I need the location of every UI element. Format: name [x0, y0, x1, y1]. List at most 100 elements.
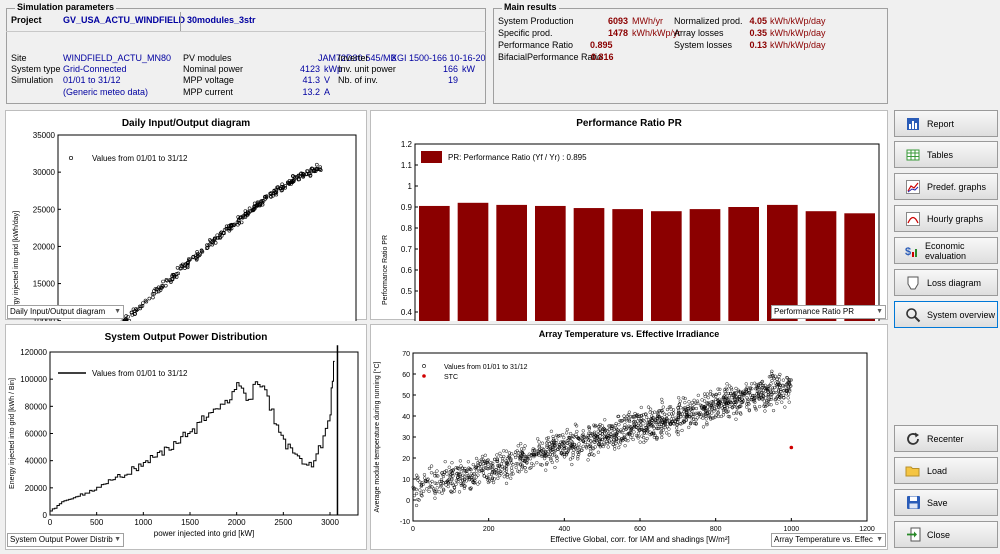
data-point [591, 433, 595, 437]
save-button[interactable]: Save [894, 489, 998, 516]
data-point [195, 256, 199, 261]
predef-graphs-button[interactable]: Predef. graphs [894, 173, 998, 200]
data-point [753, 387, 758, 391]
data-point [143, 298, 148, 303]
data-point [717, 401, 721, 406]
data-point [714, 413, 718, 417]
data-point [244, 212, 248, 216]
data-point [681, 396, 685, 400]
data-point [641, 413, 646, 417]
y-tick-label: -10 [400, 519, 410, 526]
data-point [630, 433, 634, 437]
array-temperature-select[interactable]: Array Temperature vs. Effec ▼ [771, 533, 886, 547]
hourly-graphs-button[interactable]: Hourly graphs [894, 205, 998, 232]
pr-bar [805, 211, 837, 321]
data-point [680, 412, 684, 416]
data-point [511, 472, 515, 476]
data-point [762, 391, 766, 395]
io-diagram-chart: 0246810050001000015000200002500030000350… [13, 131, 357, 321]
pr-panel: Performance Ratio PR 00.10.20.30.40.50.6… [370, 110, 888, 321]
data-point [766, 395, 770, 399]
data-point [495, 453, 499, 457]
data-point [608, 434, 612, 439]
inverter-label: Inverter [338, 53, 369, 63]
data-point [477, 480, 482, 484]
y-tick-label: 80000 [25, 402, 48, 411]
data-point [773, 374, 777, 378]
x-tick-label: 800 [710, 526, 722, 533]
data-point [420, 481, 424, 485]
power-distribution-title: System Output Power Distribution [104, 332, 268, 343]
data-point [213, 236, 217, 241]
data-point [697, 412, 701, 416]
loss-diagram-button[interactable]: Loss diagram [894, 269, 998, 296]
data-point [264, 194, 269, 198]
data-point [507, 455, 511, 460]
data-point [433, 496, 437, 500]
data-point [566, 441, 570, 445]
data-point [707, 403, 712, 407]
data-point [481, 459, 485, 464]
load-button[interactable]: Load [894, 457, 998, 484]
y-tick-label: 0 [406, 498, 410, 505]
close-button[interactable]: Close [894, 521, 998, 548]
recenter-button[interactable]: Recenter [894, 425, 998, 452]
data-point [755, 392, 759, 396]
data-point [567, 435, 571, 440]
data-point [624, 419, 628, 423]
data-point [786, 392, 791, 396]
data-point [775, 401, 779, 406]
data-point [441, 481, 445, 485]
data-point [687, 400, 691, 404]
data-point [430, 479, 434, 484]
inv-unit-power-value: 166 [442, 64, 458, 74]
y-tick-label: 100000 [20, 375, 47, 384]
data-point [531, 452, 535, 456]
data-point [167, 278, 172, 282]
data-point [521, 458, 525, 462]
tables-button[interactable]: Tables [894, 141, 998, 168]
pr-select[interactable]: Performance Ratio PR ▼ [771, 305, 886, 319]
data-point [450, 468, 455, 472]
power-distribution-select[interactable]: System Output Power Distrib ▼ [7, 533, 124, 547]
data-point [760, 391, 764, 395]
report-button[interactable]: Report [894, 110, 998, 137]
system-overview-button[interactable]: System overview [894, 301, 998, 328]
data-point [699, 415, 703, 419]
data-point [504, 449, 509, 453]
y-tick-label: 40 [402, 414, 410, 421]
data-point [247, 210, 251, 215]
data-point [707, 414, 711, 419]
report-icon [905, 116, 921, 132]
data-point [680, 428, 684, 433]
data-point [732, 411, 736, 416]
data-point [610, 424, 614, 429]
data-point [480, 468, 484, 472]
data-point [432, 471, 437, 476]
data-point [746, 401, 750, 405]
system-losses-value: 0.13 [749, 40, 767, 50]
y-tick-label: 0.7 [401, 245, 413, 254]
system-type-label: System type [11, 64, 61, 74]
data-point [218, 235, 223, 240]
data-point [739, 392, 743, 396]
economic-evaluation-button[interactable]: $ Economic evaluation [894, 237, 998, 264]
data-point [450, 477, 454, 481]
x-tick-label: 1000 [134, 518, 152, 527]
data-point [524, 469, 528, 474]
data-point [446, 481, 450, 485]
data-point [537, 444, 541, 448]
data-point [753, 400, 757, 404]
data-point [710, 405, 714, 409]
pr-bar [767, 204, 798, 321]
data-point [523, 444, 527, 448]
y-tick-label: 30 [402, 435, 410, 442]
system-type-value: Grid-Connected [63, 64, 127, 74]
data-point [473, 465, 478, 469]
normalized-prod-value: 4.05 [749, 16, 767, 26]
data-point [287, 181, 291, 186]
data-point [685, 407, 690, 411]
io-diagram-select[interactable]: Daily Input/Output diagram ▼ [7, 305, 124, 319]
data-point [616, 428, 620, 432]
data-point [714, 392, 719, 397]
